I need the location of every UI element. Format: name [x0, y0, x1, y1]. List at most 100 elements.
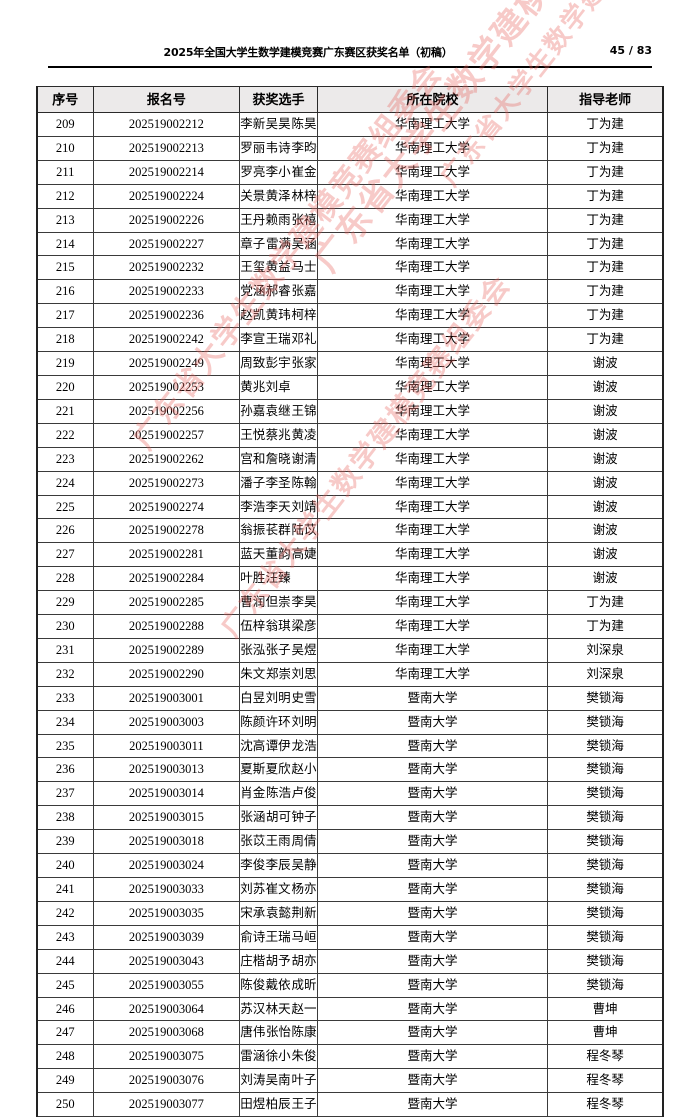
- cell-player-3: 李昊臻: [291, 590, 318, 616]
- cell-player-2: 胡予祺: [265, 948, 292, 974]
- cell-player-3: 叶子豪: [291, 1068, 318, 1094]
- cell-seq: 215: [35, 255, 94, 281]
- cell-player-2: 李圣泽: [265, 470, 292, 496]
- cell-player-3: 刘靖涛: [291, 494, 318, 520]
- cell-player-2: 吴南杰: [265, 1068, 292, 1094]
- table-row: 238202519003015张涵胡可钟子旋暨南大学樊锁海: [35, 805, 665, 831]
- table-row: 213202519002226王丹迪赖雨桐张禧悦华南理工大学丁为建: [35, 207, 665, 233]
- table-row: 212202519002224关景耀黄泽楷林梓贤华南理工大学丁为建: [35, 183, 665, 209]
- cell-player-2: 袁懿: [265, 900, 292, 926]
- cell-player-3: 杨亦菲: [291, 877, 318, 902]
- cell-player-1: 庄楷涵: [239, 948, 266, 974]
- cell-teacher: 谢波: [547, 470, 665, 496]
- cell-school: 华南理工大学: [316, 183, 549, 209]
- cell-player-2: 王瑞熙: [265, 924, 292, 950]
- cell-regno: 202519002212: [92, 112, 241, 137]
- cell-player-1: 俞诗彦: [239, 924, 266, 950]
- table-row: 228202519002284叶胜青汪臻琪华南理工大学谢波: [35, 566, 665, 592]
- cell-seq: 219: [35, 351, 94, 376]
- cell-player-2: 许环环: [265, 709, 292, 735]
- cell-regno: 202519003015: [92, 805, 241, 831]
- cell-teacher: 刘深泉: [547, 637, 665, 663]
- cell-seq: 214: [35, 231, 94, 257]
- cell-seq: 245: [35, 972, 94, 998]
- table-row: 246202519003064苏汉源林天正赵一阳暨南大学曹坤: [35, 996, 665, 1022]
- cell-regno: 202519002257: [92, 422, 241, 448]
- cell-regno: 202519002288: [92, 614, 241, 639]
- cell-school: 暨南大学: [316, 685, 549, 711]
- cell-school: 华南理工大学: [316, 566, 549, 592]
- cell-player-3: 陈昊阳: [291, 112, 318, 137]
- cell-player-2: 夏欣格: [265, 757, 292, 783]
- cell-school: 华南理工大学: [316, 422, 549, 448]
- cell-player-1: 王丹迪: [239, 207, 266, 233]
- cell-player-1: 李俊杰: [239, 853, 266, 878]
- cell-player-1: 曹润颀: [239, 590, 266, 616]
- cell-player-2: 柏辰凌: [265, 1092, 292, 1117]
- table-row: 247202519003068唐伟张怡陈康楚暨南大学曹坤: [35, 1020, 665, 1046]
- cell-teacher: 樊锁海: [547, 972, 665, 998]
- cell-school: 华南理工大学: [316, 112, 549, 137]
- cell-teacher: 谢波: [547, 351, 665, 376]
- table-row: 217202519002236赵凯文黄玮彬柯梓滨华南理工大学丁为建: [35, 303, 665, 329]
- cell-seq: 242: [35, 900, 94, 926]
- cell-seq: 230: [35, 614, 94, 639]
- cell-school: 华南理工大学: [316, 614, 549, 639]
- column-header-regno: 报名号: [92, 86, 241, 113]
- cell-player-1: 潘子逸: [239, 470, 266, 496]
- cell-player-1: 陈颜颜: [239, 709, 266, 735]
- cell-seq: 249: [35, 1068, 94, 1094]
- cell-school: 暨南大学: [316, 1092, 549, 1117]
- cell-regno: 202519003003: [92, 709, 241, 735]
- cell-player-2: 黄玮彬: [265, 303, 292, 329]
- cell-teacher: 程冬琴: [547, 1044, 665, 1070]
- cell-seq: 222: [35, 422, 94, 448]
- cell-player-2: 王雨阳: [265, 829, 292, 855]
- cell-school: 暨南大学: [316, 733, 549, 759]
- cell-regno: 202519002285: [92, 590, 241, 616]
- cell-player-2: 汪臻琪: [265, 566, 292, 592]
- table-row: 239202519003018张苡瑄王雨阳周倩倩暨南大学樊锁海: [35, 829, 665, 855]
- cell-player-1: 叶胜青: [239, 566, 266, 592]
- cell-teacher: 谢波: [547, 542, 665, 568]
- table-body: 209202519002212李新领吴昊城陈昊阳华南理工大学丁为建2102025…: [35, 112, 665, 1117]
- cell-school: 华南理工大学: [316, 637, 549, 663]
- award-list-table: 序号 报名号 获奖选手 所在院校 指导老师 209202519002212李新领…: [35, 86, 665, 1117]
- cell-player-3: 张嘉浩: [291, 279, 318, 305]
- cell-regno: 202519003014: [92, 781, 241, 807]
- cell-player-3: 王子衿: [291, 1092, 318, 1117]
- cell-teacher: 丁为建: [547, 159, 665, 185]
- table-row: 218202519002242李宣雨王瑞云邓礼国华南理工大学丁为建: [35, 327, 665, 353]
- cell-player-2: 黄泽楷: [265, 183, 292, 209]
- cell-regno: 202519002213: [92, 135, 241, 161]
- cell-school: 暨南大学: [316, 1044, 549, 1070]
- cell-seq: 221: [35, 398, 94, 424]
- table-row: 223202519002262宫和詹晓西谢清霖华南理工大学谢波: [35, 446, 665, 472]
- cell-regno: 202519002290: [92, 661, 241, 687]
- cell-player-3: 高婕: [291, 542, 318, 568]
- cell-player-3: 周倩倩: [291, 829, 318, 855]
- cell-school: 华南理工大学: [316, 303, 549, 329]
- cell-regno: 202519002249: [92, 351, 241, 376]
- cell-player-3: 林梓贤: [291, 183, 318, 209]
- cell-player-3: 马峘瑞: [291, 924, 318, 950]
- cell-player-3: 梁彦邦: [291, 614, 318, 639]
- cell-school: 华南理工大学: [316, 255, 549, 281]
- page-header: 2025年全国大学生数学建模竞赛广东赛区获奖名单（初稿） 45 / 83: [48, 44, 652, 66]
- cell-player-3: 崔金奇: [291, 159, 318, 185]
- table-row: 222202519002257王悦芃蔡兆元黄凌云华南理工大学谢波: [35, 422, 665, 448]
- cell-school: 华南理工大学: [316, 207, 549, 233]
- cell-seq: 210: [35, 135, 94, 161]
- cell-player-3: 吴煜城: [291, 637, 318, 663]
- cell-player-1: 陈俊宏: [239, 972, 266, 998]
- cell-seq: 228: [35, 566, 94, 592]
- cell-seq: 211: [35, 159, 94, 185]
- cell-player-2: 郑崇: [265, 661, 292, 687]
- cell-player-2: 苌群凯: [265, 518, 292, 544]
- cell-seq: 223: [35, 446, 94, 472]
- cell-teacher: 曹坤: [547, 1020, 665, 1046]
- cell-player-1: 夏斯羽: [239, 757, 266, 783]
- cell-player-1: 周致翰: [239, 351, 266, 376]
- cell-regno: 202519002233: [92, 279, 241, 305]
- cell-regno: 202519002224: [92, 183, 241, 209]
